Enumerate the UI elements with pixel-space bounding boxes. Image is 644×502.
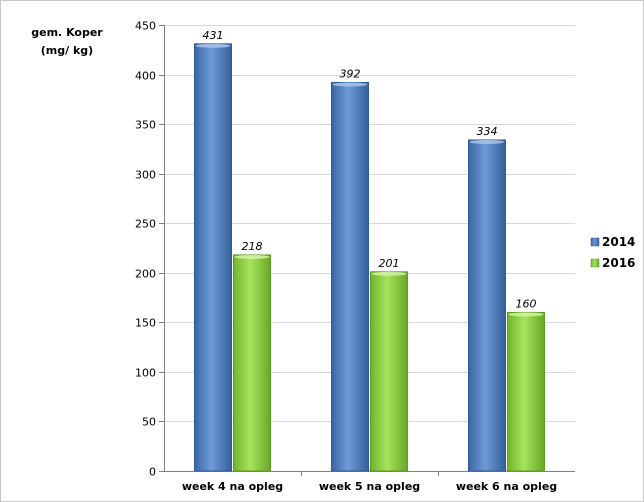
legend: 2014 2016 [590, 235, 635, 270]
gridlines [164, 25, 575, 422]
bar-cap [234, 254, 270, 259]
y-tick-label: 0 [149, 466, 156, 479]
bar-2014-2 [468, 139, 506, 472]
y-tick-label: 300 [135, 169, 156, 182]
y-tick-label: 50 [142, 416, 156, 429]
legend-swatch-2016 [590, 258, 600, 268]
data-labels: 431 218 392 201 334 160 [203, 29, 537, 311]
legend-label-2014: 2014 [602, 235, 635, 249]
y-tick-label: 250 [135, 218, 156, 231]
y-tick-label: 350 [135, 119, 156, 132]
bar-2014-1 [331, 81, 369, 472]
bar-2014-0 [194, 43, 232, 472]
bar-2016-1 [370, 271, 408, 472]
legend-swatch-2014 [590, 237, 600, 247]
y-axis-label-line-1: gem. Koper [31, 26, 103, 39]
data-label: 392 [340, 67, 361, 80]
bars [194, 43, 545, 472]
y-tick-label: 400 [135, 70, 156, 83]
bar-cap [469, 139, 505, 144]
x-tick-label: week 5 na opleg [319, 480, 420, 493]
bar-2016-2 [507, 311, 545, 472]
data-label: 431 [203, 29, 224, 42]
bar-cap [195, 43, 231, 48]
data-label: 218 [242, 240, 263, 253]
axes: 0 50 100 150 200 250 300 350 400 450 week 4 na opl… [135, 20, 575, 493]
legend-label-2016: 2016 [602, 256, 635, 270]
x-tick-label: week 6 na opleg [456, 480, 557, 493]
bar-cap [332, 82, 368, 87]
y-tick-label: 200 [135, 268, 156, 281]
y-tick-label: 150 [135, 317, 156, 330]
x-tick-label: week 4 na opleg [182, 480, 283, 493]
bar-cap [508, 312, 544, 317]
bar-cap [371, 271, 407, 276]
y-tick-label: 450 [135, 20, 156, 33]
data-label: 201 [379, 257, 400, 270]
data-label: 160 [516, 297, 537, 310]
y-axis-label-line-2: (mg/ kg) [41, 44, 93, 57]
y-tick-label: 100 [135, 367, 156, 380]
data-label: 334 [477, 125, 498, 138]
bar-2016-0 [233, 254, 271, 472]
